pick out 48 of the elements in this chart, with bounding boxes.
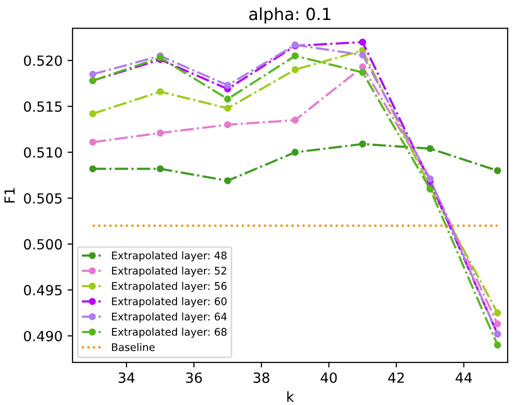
point xyxy=(359,68,366,76)
y-tick-label: 0.510 xyxy=(24,147,62,158)
chart-title: alpha: 0.1 xyxy=(249,7,330,24)
point xyxy=(89,110,96,118)
legend-label: Extrapolated layer: 64 xyxy=(112,312,227,323)
x-axis-title: k xyxy=(287,391,294,402)
point xyxy=(292,52,299,60)
legend-label: Extrapolated layer: 68 xyxy=(112,328,227,338)
x-tick-label: 34 xyxy=(118,372,135,383)
y-tick-label: 0.495 xyxy=(24,284,62,296)
point xyxy=(224,104,232,112)
point xyxy=(89,70,96,78)
y-tick-label: 0.505 xyxy=(24,193,62,204)
point xyxy=(89,138,96,146)
x-tick-label: 40 xyxy=(320,372,337,383)
legend-label: Extrapolated layer: 60 xyxy=(112,297,227,308)
point xyxy=(156,130,164,136)
point xyxy=(156,165,164,172)
y-tick-label: 0.515 xyxy=(24,101,62,112)
point xyxy=(292,148,299,156)
x-tick-label: 38 xyxy=(254,372,270,383)
point xyxy=(224,177,232,184)
y-axis-title: F1 xyxy=(4,188,15,202)
y-tick-label: 0.490 xyxy=(24,330,62,342)
point xyxy=(292,66,299,74)
point xyxy=(224,82,232,89)
x-tick-label: 42 xyxy=(388,372,404,383)
legend-label: Extrapolated layer: 56 xyxy=(112,282,227,292)
point xyxy=(359,38,366,46)
point xyxy=(426,145,434,152)
point xyxy=(494,309,501,316)
legend-label: Extrapolated layer: 52 xyxy=(112,266,226,277)
point xyxy=(359,52,366,58)
legend-label: Extrapolated layer: 48 xyxy=(112,251,227,262)
x-tick-label: 36 xyxy=(186,372,202,383)
y-tick-label: 0.520 xyxy=(24,55,62,66)
point xyxy=(89,165,96,172)
y-tick-label: 0.500 xyxy=(24,239,62,250)
point xyxy=(494,167,501,174)
point xyxy=(494,342,501,349)
point xyxy=(156,88,164,96)
point xyxy=(359,140,366,148)
point xyxy=(224,96,232,103)
point xyxy=(224,121,232,128)
x-tick-label: 44 xyxy=(456,372,472,383)
point xyxy=(494,320,501,328)
legend-label: Baseline xyxy=(112,343,155,352)
point xyxy=(292,116,299,124)
